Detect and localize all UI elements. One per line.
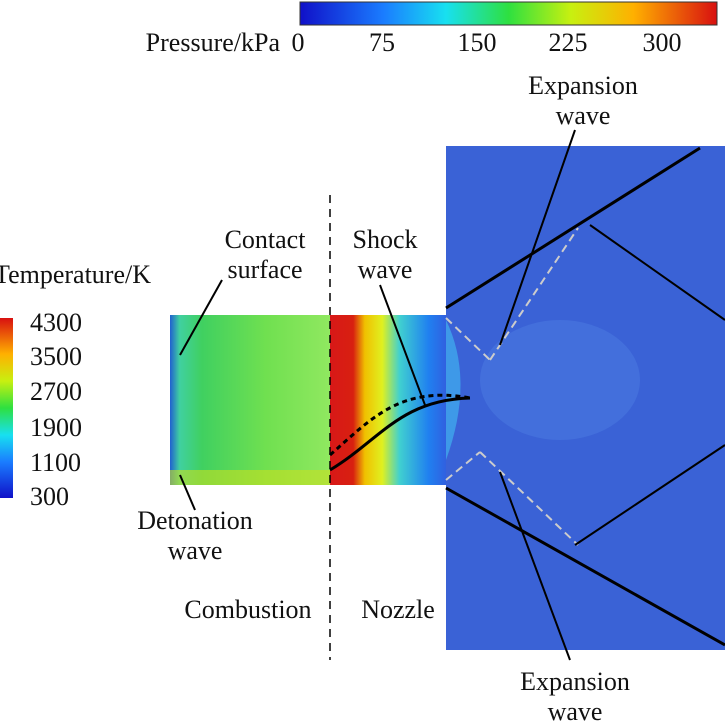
temperature-legend: Temperature/K [0, 260, 151, 498]
detonation-zone [170, 470, 330, 485]
dashed-wave [445, 451, 481, 481]
combustion-chamber [170, 315, 330, 485]
tick-label: 0 [292, 28, 305, 57]
legend-title: Pressure/kPa [146, 28, 281, 57]
annotation: Expansion [520, 667, 630, 696]
tick-label: 300 [643, 28, 682, 57]
annotation: wave [556, 101, 611, 130]
pressure-colorbar [299, 1, 718, 26]
annotation: wave [358, 255, 413, 284]
expansion-line [445, 486, 725, 647]
dashed-wave [479, 451, 579, 546]
simulation [170, 129, 725, 661]
region-label: Nozzle [361, 595, 435, 624]
tick-label: 1100 [30, 448, 81, 477]
shock-line-dashed [329, 393, 471, 457]
shock-line [329, 396, 471, 472]
pressure-legend: Pressure/kPa [146, 1, 718, 57]
tick-label: 1900 [30, 413, 82, 442]
dashed-wave [489, 227, 579, 361]
legend-title: Temperature/K [0, 260, 151, 289]
annotation: Contact [225, 225, 307, 254]
region-label: Combustion [184, 595, 311, 624]
annotation: wave [168, 536, 223, 565]
tick-label: 300 [30, 482, 69, 511]
labels: 0 75 150 225 30043003500270019001100300Expan… [30, 28, 682, 724]
annotation: Shock [353, 225, 418, 254]
arrows [179, 129, 725, 661]
temperature-colorbar [0, 318, 13, 498]
tick-label: 4300 [30, 308, 82, 337]
tick-label: 3500 [30, 342, 82, 371]
tick-label: 225 [549, 28, 588, 57]
tick-label: 2700 [30, 377, 82, 406]
tick-label: 150 [458, 28, 497, 57]
tick-label: 75 [369, 28, 395, 57]
dashed-wave [445, 317, 491, 361]
annotation: Detonation [137, 506, 253, 535]
annotation: wave [548, 697, 603, 724]
expansion-line [445, 146, 701, 310]
annotation: Expansion [528, 71, 638, 100]
jet-core [446, 320, 461, 460]
annotation: surface [227, 255, 302, 284]
flow-region [480, 320, 640, 440]
